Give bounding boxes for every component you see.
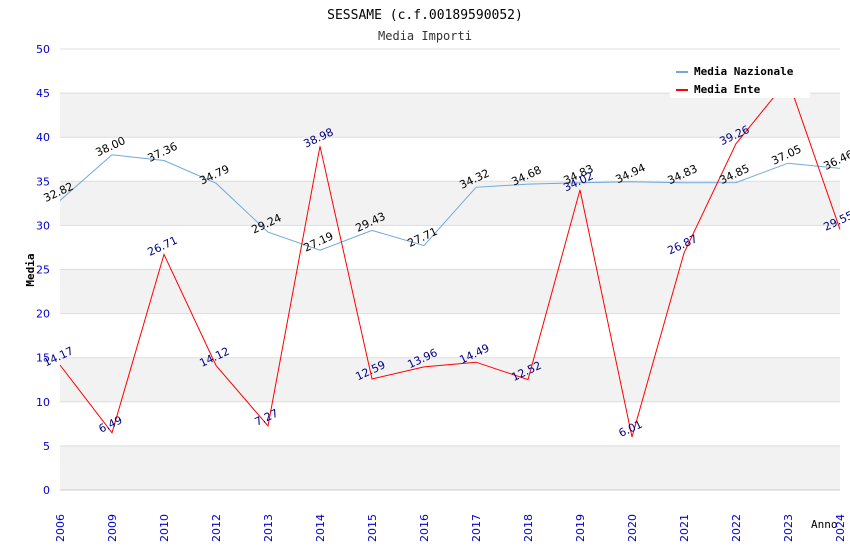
- x-tick-label: 2020: [626, 514, 639, 542]
- x-tick-label: 2021: [678, 514, 691, 542]
- y-tick-label: 50: [36, 43, 50, 56]
- y-tick-label: 10: [36, 396, 50, 409]
- grid-band: [60, 93, 840, 138]
- x-tick-label: 2013: [262, 514, 275, 542]
- x-axis-label: Anno: [811, 518, 838, 531]
- x-tick-label: 2015: [366, 514, 379, 542]
- data-label: 6.01: [617, 418, 645, 440]
- y-tick-label: 5: [43, 440, 50, 453]
- data-label: 36.46: [821, 148, 850, 173]
- y-tick-label: 20: [36, 308, 50, 321]
- grid-band: [60, 181, 840, 226]
- series-line-media-ente: [59, 78, 841, 438]
- y-tick-label: 30: [36, 219, 50, 232]
- y-axis-label: Media: [24, 253, 37, 286]
- legend-label-media-nazionale: Media Nazionale: [694, 65, 794, 78]
- y-tick-label: 35: [36, 175, 50, 188]
- chart-title: SESSAME (c.f.00189590052): [327, 8, 523, 23]
- x-tick-label: 2017: [470, 514, 483, 542]
- y-tick-label: 0: [43, 484, 50, 497]
- x-tick-label: 2010: [158, 514, 171, 542]
- x-tick-labels: 2006 2009 2010 2012 2013 2014 2015 2016 2017 2018…: [54, 514, 847, 542]
- x-tick-label: 2012: [210, 514, 223, 542]
- y-tick-labels: 0 5 10 15 20 25 30 35 40 45 50: [36, 43, 50, 497]
- data-label: 26.87: [665, 232, 699, 257]
- y-tick-label: 25: [36, 264, 50, 277]
- x-tick-label: 2006: [54, 514, 67, 542]
- series-line-media-nazionale: [59, 154, 841, 251]
- chart-subtitle: Media Importi: [378, 29, 472, 43]
- x-tick-label: 2016: [418, 514, 431, 542]
- legend-label-media-ente: Media Ente: [694, 83, 761, 96]
- data-label: 37.36: [145, 140, 179, 165]
- data-label: 26.71: [145, 234, 179, 259]
- x-tick-label: 2024: [834, 514, 847, 542]
- grid-band: [60, 269, 840, 314]
- data-label: 6.49: [97, 414, 125, 436]
- x-tick-label: 2018: [522, 514, 535, 542]
- series-lines: [59, 78, 841, 438]
- y-tick-label: 15: [36, 352, 50, 365]
- background-bands: [60, 93, 840, 490]
- data-label: 27.71: [405, 225, 439, 250]
- grid-band: [60, 445, 840, 490]
- data-label: 7.27: [253, 407, 281, 429]
- legend-box: [670, 60, 810, 98]
- x-tick-label: 2023: [782, 514, 795, 542]
- y-tick-label: 40: [36, 131, 50, 144]
- data-label: 27.19: [301, 229, 335, 254]
- x-tick-label: 2019: [574, 514, 587, 542]
- legend: Media Nazionale Media Ente: [670, 60, 810, 98]
- y-tick-label: 45: [36, 87, 50, 100]
- x-tick-label: 2014: [314, 514, 327, 542]
- x-tick-label: 2022: [730, 514, 743, 542]
- x-tick-label: 2009: [106, 514, 119, 542]
- gridlines: [60, 48, 840, 491]
